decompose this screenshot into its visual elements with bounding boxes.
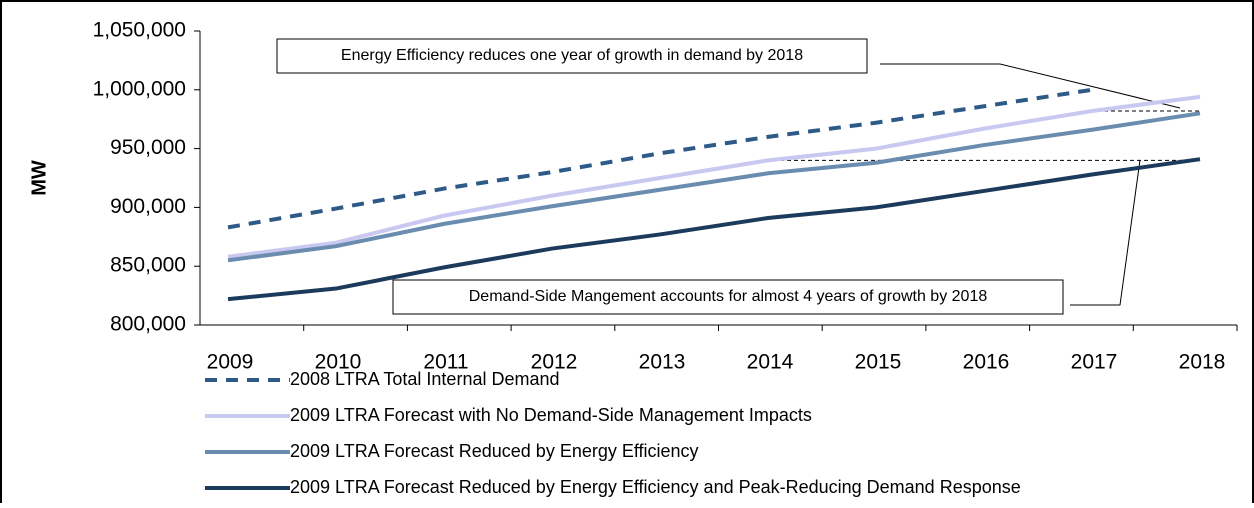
annotation-box [392,279,1064,315]
x-tick-label: 2009 [207,351,254,374]
annotation-box [276,38,868,74]
legend-label: 2009 LTRA Forecast with No Demand-Side M… [290,405,812,425]
legend-label: 2009 LTRA Forecast Reduced by Energy Eff… [290,441,699,461]
x-tick-label: 2012 [531,351,578,374]
x-tick-label: 2013 [639,351,686,374]
leader-line [880,63,1181,109]
series-line [227,87,1093,230]
y-tick-label: 800,000 [110,313,186,336]
x-tick-label: 2018 [1179,351,1226,374]
series-line [227,157,1201,302]
y-tick-label: 1,050,000 [93,19,186,42]
annotation: Demand-Side Mangement accounts for almos… [469,288,988,305]
annotation: Energy Efficiency reduces one year of gr… [341,47,803,64]
legend-label: 2009 LTRA Forecast Reduced by Energy Eff… [290,477,1021,497]
series-line [227,94,1201,259]
x-tick-label: 2011 [423,351,468,374]
y-tick-label: 950,000 [110,136,186,159]
y-axis-title: MW [28,160,50,196]
series-line [227,111,1201,263]
y-tick-label: 850,000 [110,254,186,277]
y-tick-label: 1,000,000 [93,77,186,100]
leader-line [1070,159,1141,306]
x-tick-label: 2014 [747,351,794,374]
legend-label: 2008 LTRA Total Internal Demand [290,369,560,389]
x-tick-label: 2015 [855,351,902,374]
x-tick-label: 2017 [1071,351,1118,374]
y-tick-label: 900,000 [110,195,186,218]
x-tick-label: 2010 [315,351,362,374]
x-tick-label: 2016 [963,351,1010,374]
